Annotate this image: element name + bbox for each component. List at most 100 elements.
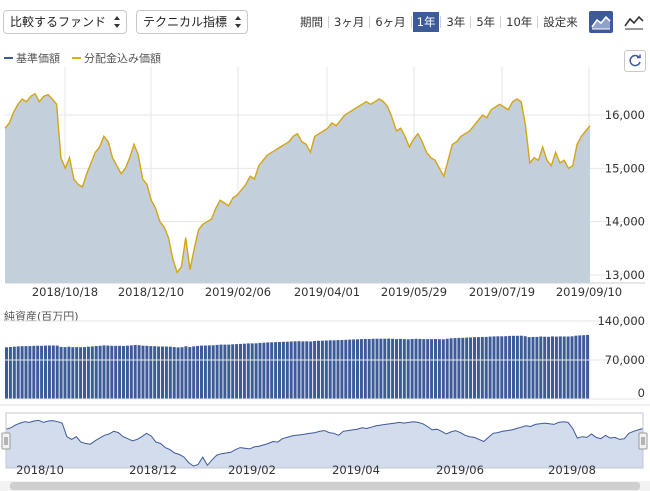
area-chart-button[interactable] [589, 11, 613, 33]
handle-grip [1, 432, 11, 450]
technical-indicator-select[interactable]: テクニカル指標 [136, 10, 248, 34]
net-assets-bar [476, 337, 480, 399]
net-assets-bar [67, 346, 71, 399]
net-assets-bar [379, 338, 383, 399]
net-assets-bar [278, 342, 281, 399]
scrollbar-thumb [10, 482, 640, 490]
net-assets-bar [332, 340, 336, 399]
net-assets-bar [562, 336, 566, 399]
net-assets-bar [24, 346, 28, 399]
navigator-x-tick-label: 2019/08 [548, 463, 596, 477]
legend-item-dividend-adjusted[interactable]: 分配金込み価額 [72, 50, 161, 66]
net-assets-bar [348, 339, 352, 399]
divider [440, 16, 442, 28]
range-3m[interactable]: 3ヶ月 [334, 15, 365, 29]
net-assets-bar [453, 338, 457, 399]
navigator-scrollbar[interactable] [0, 481, 650, 491]
area-chart-icon [591, 15, 611, 30]
net-assets-bar [496, 336, 500, 399]
x-tick-label: 2019/04/01 [294, 285, 360, 299]
net-assets-bar [418, 338, 422, 399]
net-assets-bar [270, 342, 274, 399]
net-assets-bar [211, 345, 215, 399]
net-assets-bar [457, 337, 461, 399]
range-1y[interactable]: 1年 [412, 12, 440, 32]
net-assets-bar [242, 343, 246, 399]
net-assets-bar [149, 346, 153, 399]
net-assets-bar [153, 346, 157, 399]
range-10y[interactable]: 10年 [506, 15, 533, 29]
x-tick-label: 2018/12/10 [118, 285, 184, 299]
x-tick-label: 2019/05/29 [381, 285, 447, 299]
net-assets-bar [250, 343, 254, 399]
legend-item-nav[interactable]: 基準価額 [4, 50, 60, 66]
range-3y[interactable]: 3年 [446, 15, 466, 29]
net-assets-bar [203, 345, 207, 399]
net-assets-bar [391, 338, 395, 399]
net-assets-bar [437, 339, 441, 399]
net-assets-bar [492, 336, 496, 399]
net-assets-bar [20, 346, 24, 399]
net-assets-bar [512, 335, 515, 399]
plot-background [5, 67, 590, 283]
range-selector: 期間 3ヶ月 6ヶ月 1年 3年 5年 10年 設定来 [296, 12, 582, 32]
x-tick-label: 2019/09/10 [556, 285, 622, 299]
net-assets-bar [375, 338, 379, 399]
net-assets-bar [570, 336, 574, 399]
net-assets-bar [246, 343, 250, 399]
net-assets-bar [51, 345, 55, 399]
net-assets-bar [426, 339, 430, 399]
navigator-right-handle[interactable] [638, 432, 648, 450]
range-5y[interactable]: 5年 [476, 15, 496, 29]
net-assets-bar [79, 347, 83, 399]
compare-fund-select[interactable]: 比較するファンド [3, 10, 127, 34]
navigator-left-handle[interactable] [1, 432, 11, 450]
net-assets-bar [547, 336, 551, 399]
net-assets-bar [293, 341, 297, 399]
net-assets-bar [324, 340, 328, 399]
net-assets-bar [578, 335, 582, 399]
net-assets-bar [129, 345, 133, 399]
net-assets-bar [164, 346, 168, 399]
navigator-line [5, 419, 644, 467]
net-assets-bar [558, 336, 562, 399]
net-assets-bar [383, 338, 387, 399]
net-assets-bar [445, 338, 449, 399]
net-assets-bar [71, 347, 75, 399]
compare-fund-select-label: 比較するファンド [10, 15, 107, 29]
line-chart-button[interactable] [622, 11, 646, 33]
net-assets-bar [59, 346, 63, 399]
net-assets-bar [168, 346, 172, 399]
net-assets-bar [465, 337, 469, 399]
net-assets-bar [519, 335, 523, 399]
technical-indicator-select-label: テクニカル指標 [143, 15, 228, 29]
net-assets-bar [239, 343, 242, 399]
net-assets-title: 純資産(百万円) [4, 310, 79, 323]
net-assets-bar [192, 346, 196, 399]
price-area [5, 93, 590, 283]
legend-swatch [72, 57, 81, 59]
net-assets-bar [398, 338, 402, 399]
reset-zoom-button[interactable] [624, 50, 646, 72]
net-assets-bar [363, 339, 367, 399]
net-assets-bar [531, 336, 535, 399]
net-assets-bar [488, 336, 492, 399]
net-assets-bar [200, 345, 203, 399]
net-assets-bar [94, 346, 98, 399]
net-assets-bar [258, 342, 262, 399]
y-tick-label: 13,000 [605, 268, 645, 282]
range-label: 期間 [300, 15, 323, 29]
net-assets-bar [285, 341, 289, 399]
net-assets-bar [469, 337, 473, 399]
net-assets-bar [414, 338, 418, 399]
range-since-inception[interactable]: 設定来 [543, 15, 578, 29]
scrollbar-track [0, 481, 650, 491]
net-assets-bar [395, 339, 398, 399]
net-assets-bar [320, 340, 324, 399]
net-assets-bar [449, 338, 453, 399]
net-assets-bar [328, 340, 332, 399]
range-6m[interactable]: 6ヶ月 [375, 15, 406, 29]
handle-grip [638, 432, 648, 450]
navigator-x-tick-label: 2019/04 [332, 463, 380, 477]
